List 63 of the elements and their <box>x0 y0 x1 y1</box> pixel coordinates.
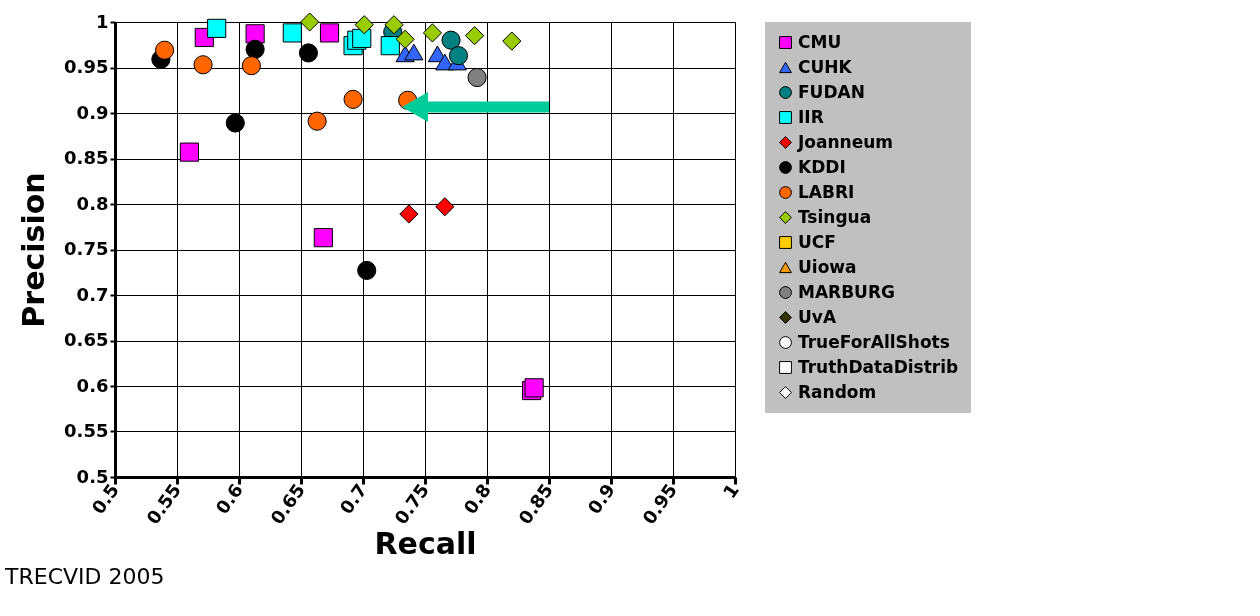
legend-label: TruthDataDistrib <box>798 356 959 377</box>
x-tick-label: 0.6 <box>211 479 247 518</box>
point <box>225 113 245 133</box>
point <box>300 12 320 32</box>
y-tick-label: 0.55 <box>64 420 109 441</box>
point <box>448 46 469 66</box>
legend-label: CMU <box>798 31 842 52</box>
y-tick-label: 0.7 <box>76 283 109 305</box>
point <box>307 111 327 131</box>
point <box>404 43 424 61</box>
point <box>465 26 485 46</box>
point <box>241 56 261 76</box>
point <box>422 23 443 43</box>
legend-label: Tsingua <box>798 206 872 227</box>
y-tick-label: 0.85 <box>64 147 109 168</box>
y-tick-label: 0.65 <box>64 329 109 350</box>
legend-label: IIR <box>798 106 824 127</box>
point <box>298 43 319 63</box>
legend-label: FUDAN <box>798 81 865 102</box>
point <box>502 31 522 51</box>
point <box>395 29 415 49</box>
point <box>313 228 333 248</box>
x-axis-title: Recall <box>374 526 477 562</box>
y-tick-label: 0.9 <box>76 101 109 123</box>
point <box>399 204 419 224</box>
point <box>319 23 340 43</box>
point <box>435 197 455 217</box>
point <box>245 39 265 59</box>
y-tick-label: 1 <box>95 10 109 32</box>
point <box>467 67 487 88</box>
point <box>155 40 175 60</box>
point <box>352 28 372 48</box>
legend-label: TrueForAllShots <box>798 331 950 352</box>
legend-label: UvA <box>798 306 837 327</box>
point <box>343 89 363 109</box>
legend-label: Uiowa <box>798 256 857 277</box>
point <box>380 36 400 56</box>
legend-label: LABRI <box>798 181 855 202</box>
y-tick-label: 0.8 <box>76 192 109 214</box>
point <box>245 24 265 44</box>
point <box>193 55 213 75</box>
text: TRECVID 2005 <box>4 564 165 589</box>
point <box>357 260 377 280</box>
point <box>179 142 199 162</box>
y-tick-label: 0.95 <box>64 56 109 77</box>
legend-label: KDDI <box>798 156 846 177</box>
legend-label: UCF <box>798 231 836 252</box>
legend-label: Joanneum <box>797 131 894 152</box>
point <box>384 15 404 35</box>
y-tick-label: 0.75 <box>64 238 109 259</box>
legend-label: CUHK <box>798 56 853 77</box>
y-tick-label: 0.6 <box>76 374 109 396</box>
point <box>282 23 302 43</box>
x-tick-label: 1 <box>718 479 743 502</box>
y-axis-title: Precision <box>16 172 52 328</box>
point <box>354 15 374 35</box>
point <box>441 30 461 50</box>
point <box>207 18 227 38</box>
legend-label: Random <box>798 381 877 402</box>
x-tick-label: 0.9 <box>583 479 619 518</box>
x-tick-label: 0.7 <box>335 479 371 518</box>
legend-label: MARBURG <box>798 281 895 302</box>
x-tick-label: 0.8 <box>459 479 495 518</box>
